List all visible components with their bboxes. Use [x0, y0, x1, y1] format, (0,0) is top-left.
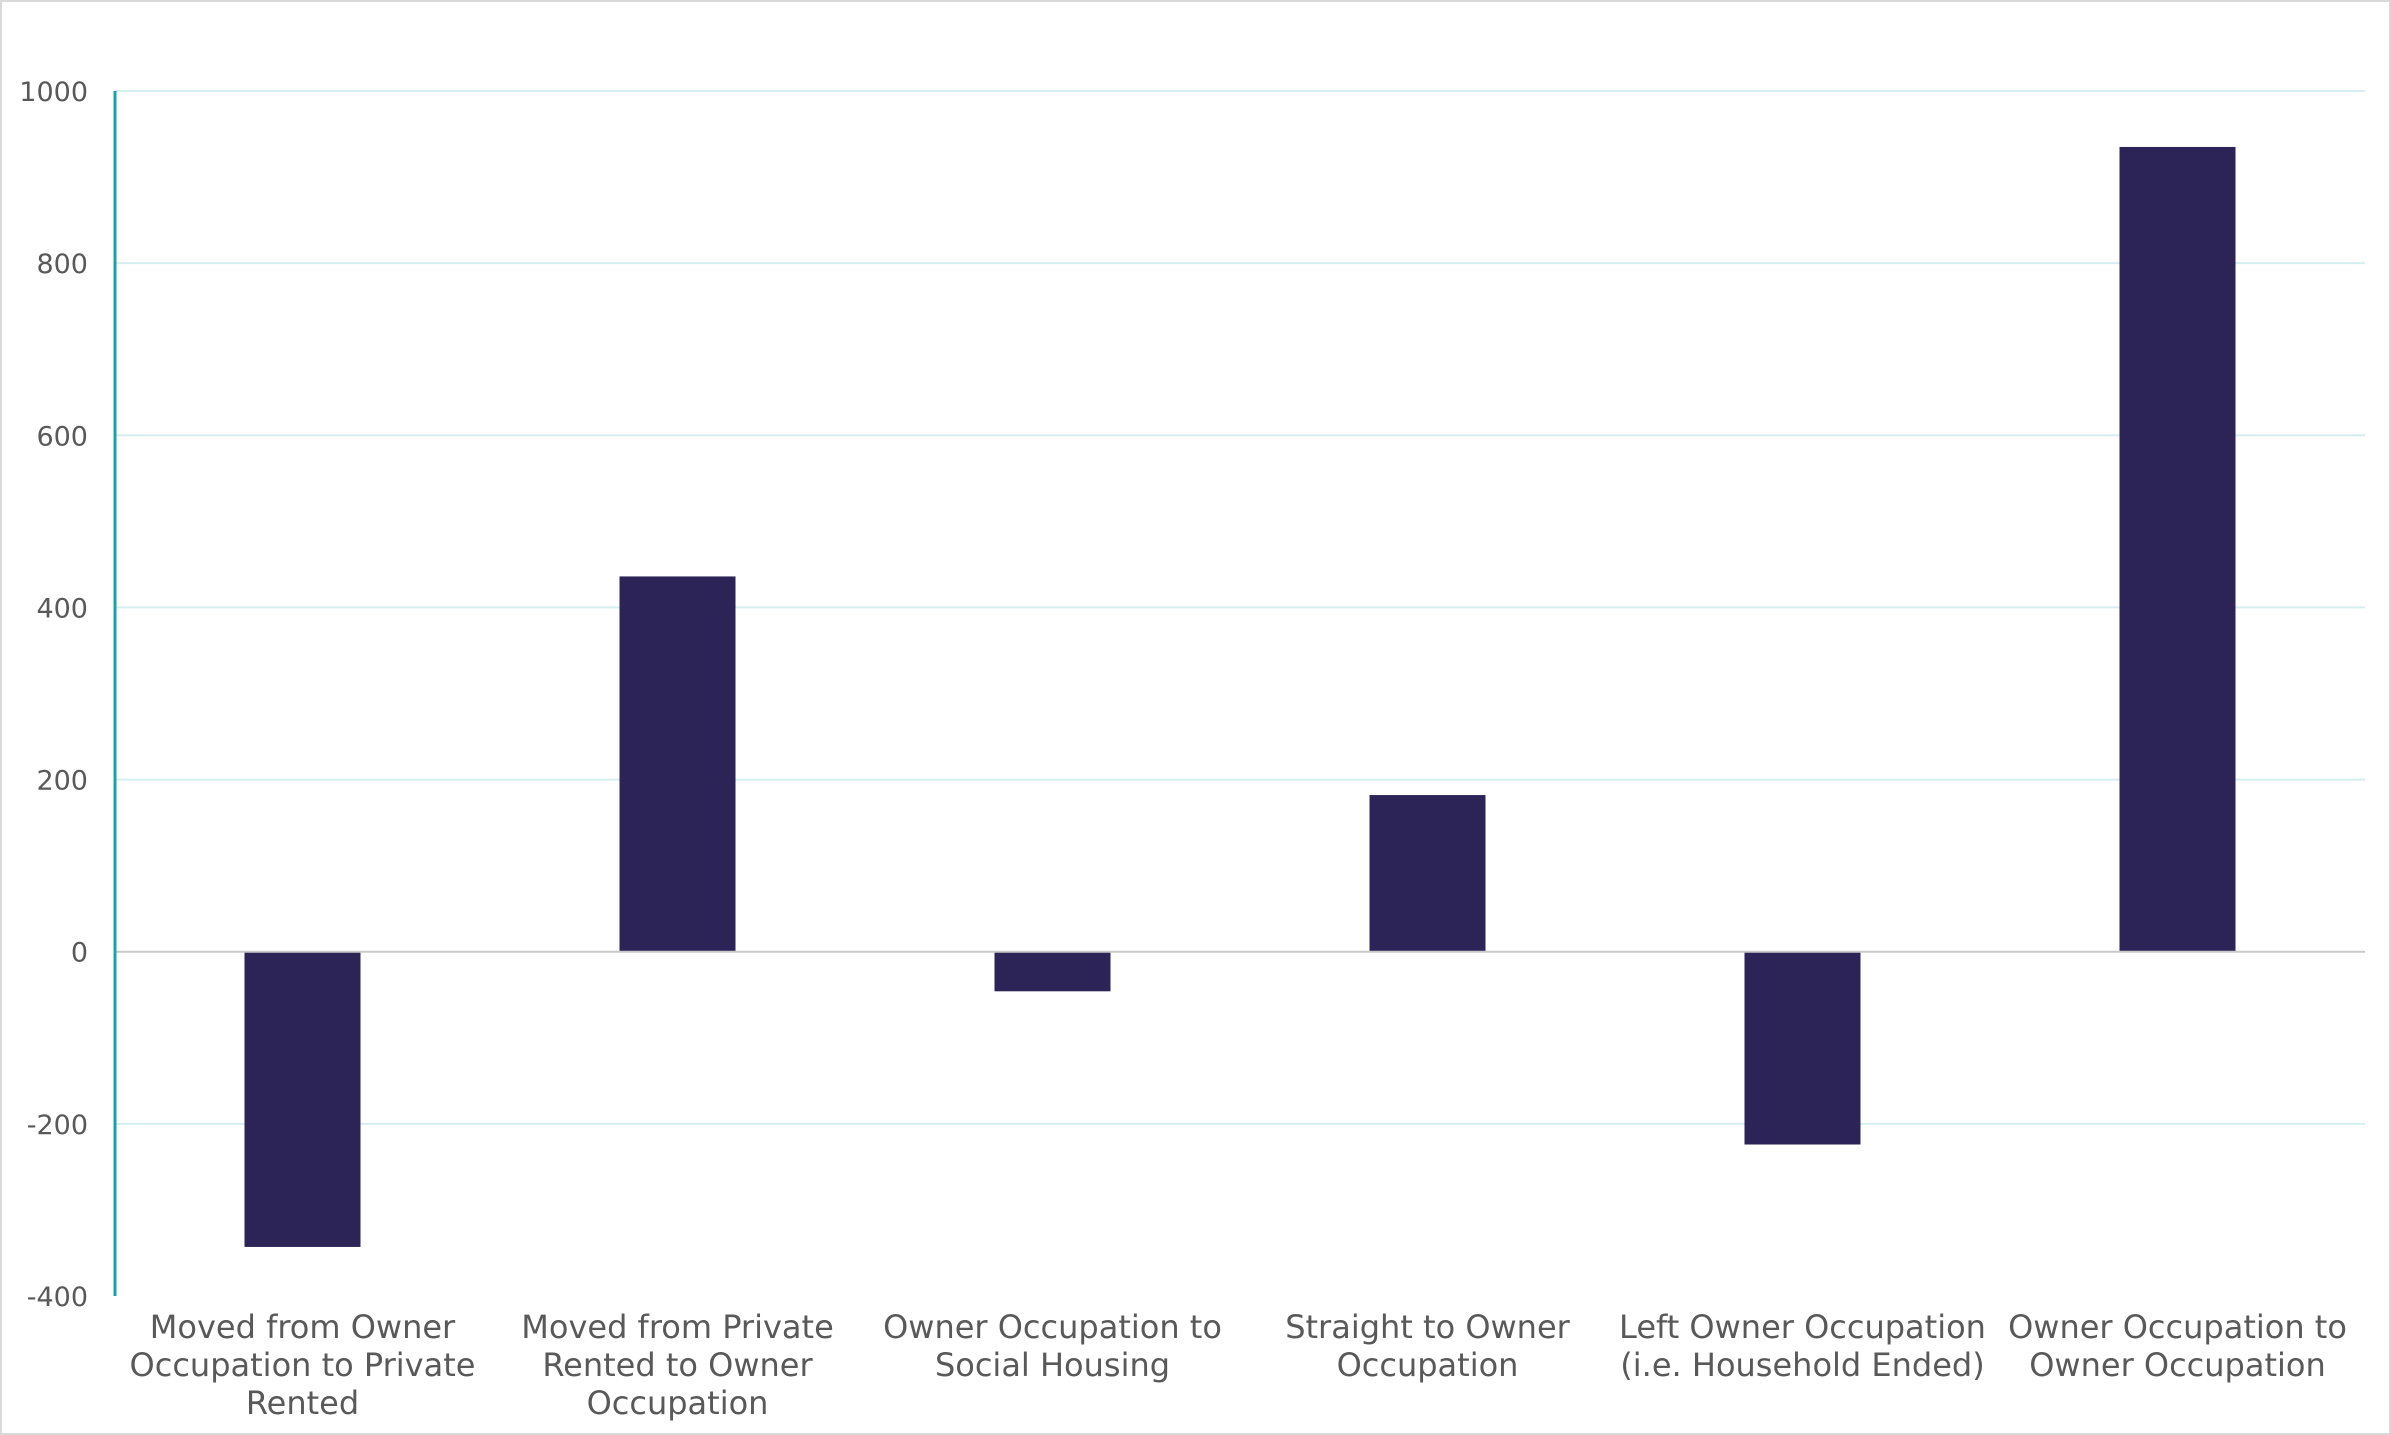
bar	[994, 951, 1111, 992]
x-tick-label-line: Moved from Owner	[150, 1308, 456, 1346]
y-tick-label: 200	[36, 766, 88, 797]
x-tick-label: Owner Occupation to Social Housing	[883, 1308, 1222, 1384]
x-tick-label: Straight to Owner Occupation	[1285, 1308, 1570, 1384]
x-tick-label: Left Owner Occupation (i.e. Household End…	[1619, 1308, 1986, 1384]
bar	[1744, 951, 1861, 1145]
x-tick-label-line: (i.e. Household Ended)	[1620, 1346, 1984, 1384]
bar	[244, 951, 361, 1247]
bar	[1369, 795, 1486, 952]
bar	[2119, 146, 2236, 952]
x-tick-label-line: Rented	[246, 1384, 359, 1422]
bars	[244, 146, 2236, 1247]
x-tick-label-line: Straight to Owner	[1285, 1308, 1570, 1346]
gridlines	[115, 90, 2365, 1125]
x-tick-label-line: Owner Occupation	[2029, 1346, 2326, 1384]
x-tick-label: Moved from Private Rented to Owner Occupat…	[521, 1308, 834, 1422]
x-tick-label: Owner Occupation to Owner Occupation	[2008, 1308, 2347, 1384]
bar	[619, 576, 736, 952]
y-tick-label: -400	[27, 1282, 88, 1313]
x-tick-label-line: Left Owner Occupation	[1619, 1308, 1986, 1346]
x-tick-label-line: Social Housing	[935, 1346, 1170, 1384]
y-tick-label: 600	[36, 421, 88, 452]
y-tick-label: 800	[36, 249, 88, 280]
x-tick-label: Moved from Owner Occupation to Private Ren…	[130, 1308, 476, 1422]
x-tick-label-line: Occupation	[1337, 1346, 1519, 1384]
x-tick-label-line: Owner Occupation to	[2008, 1308, 2347, 1346]
x-tick-label-line: Occupation	[587, 1384, 769, 1422]
y-tick-labels: -400 -200 0 200 400 600 800 1000	[19, 77, 88, 1313]
x-tick-label-line: Rented to Owner	[542, 1346, 813, 1384]
y-tick-label: 400	[36, 593, 88, 624]
x-tick-labels: Moved from Owner Occupation to Private Ren…	[130, 1308, 2347, 1422]
y-tick-label: 0	[71, 938, 88, 969]
y-tick-label: -200	[27, 1110, 88, 1141]
x-tick-label-line: Moved from Private	[521, 1308, 834, 1346]
axes	[113, 91, 2365, 1296]
x-tick-label-line: Owner Occupation to	[883, 1308, 1222, 1346]
y-tick-label: 1000	[19, 77, 88, 108]
x-tick-label-line: Occupation to Private	[130, 1346, 476, 1384]
